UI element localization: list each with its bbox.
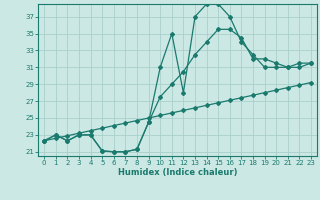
X-axis label: Humidex (Indice chaleur): Humidex (Indice chaleur) (118, 168, 237, 177)
